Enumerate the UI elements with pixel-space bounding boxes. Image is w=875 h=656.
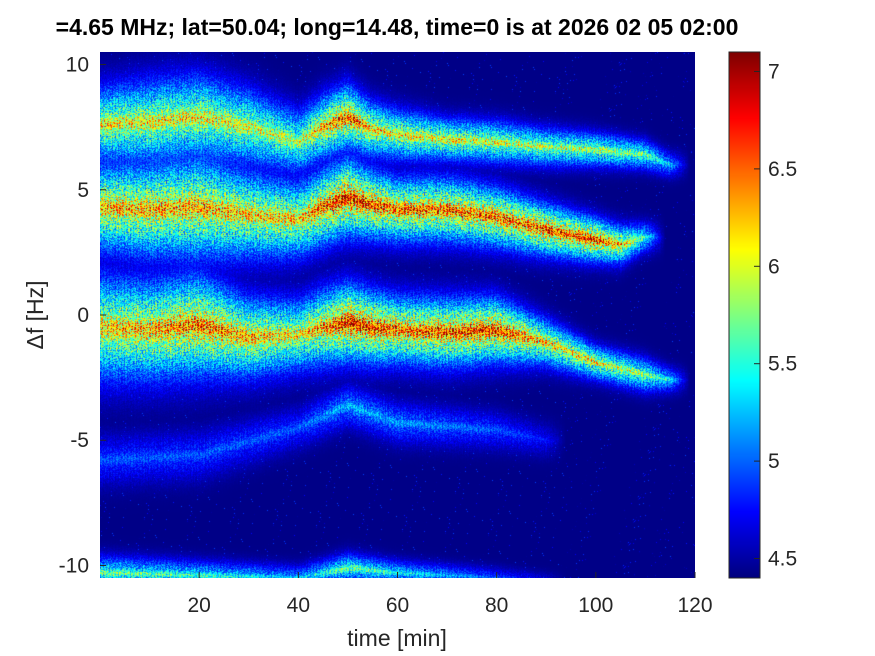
chart-title: =4.65 MHz; lat=50.04; long=14.48, time=0…	[0, 14, 875, 44]
colorbar-image	[729, 52, 760, 578]
y-tick-label: 0	[77, 304, 89, 327]
y-axis-label: Δf [Hz]	[22, 280, 48, 349]
y-tick-label: 5	[77, 179, 89, 202]
y-tick-label: -10	[59, 554, 89, 577]
heatmap-image	[100, 52, 695, 578]
colorbar-frame	[728, 51, 761, 579]
x-tick-label: 100	[578, 594, 613, 617]
colorbar-axis: 7 6.5 6 5.5 5 4.5	[754, 60, 797, 571]
colorbar-tick-label: 6.5	[768, 158, 797, 181]
x-axis-label: time [min]	[347, 625, 447, 651]
colorbar-tick-label: 4.5	[768, 548, 797, 571]
colorbar-tick-label: 5.5	[768, 353, 797, 376]
x-axis: 20 40 60 80 100 120	[187, 572, 713, 617]
x-tick-label: 20	[187, 594, 210, 617]
y-axis: 10 5 0 -5 -10	[59, 54, 106, 577]
colorbar-tick-label: 5	[768, 450, 780, 473]
x-tick-label: 80	[485, 594, 508, 617]
x-tick-label: 60	[386, 594, 409, 617]
colorbar-tick-label: 6	[768, 255, 780, 278]
y-tick-label: 10	[66, 54, 89, 77]
x-tick-label: 120	[677, 594, 712, 617]
x-tick-label: 40	[287, 594, 310, 617]
colorbar-tick-label: 7	[768, 60, 780, 83]
y-tick-label: -5	[70, 429, 89, 452]
chart-title-text: =4.65 MHz; lat=50.04; long=14.48, time=0…	[55, 14, 739, 40]
